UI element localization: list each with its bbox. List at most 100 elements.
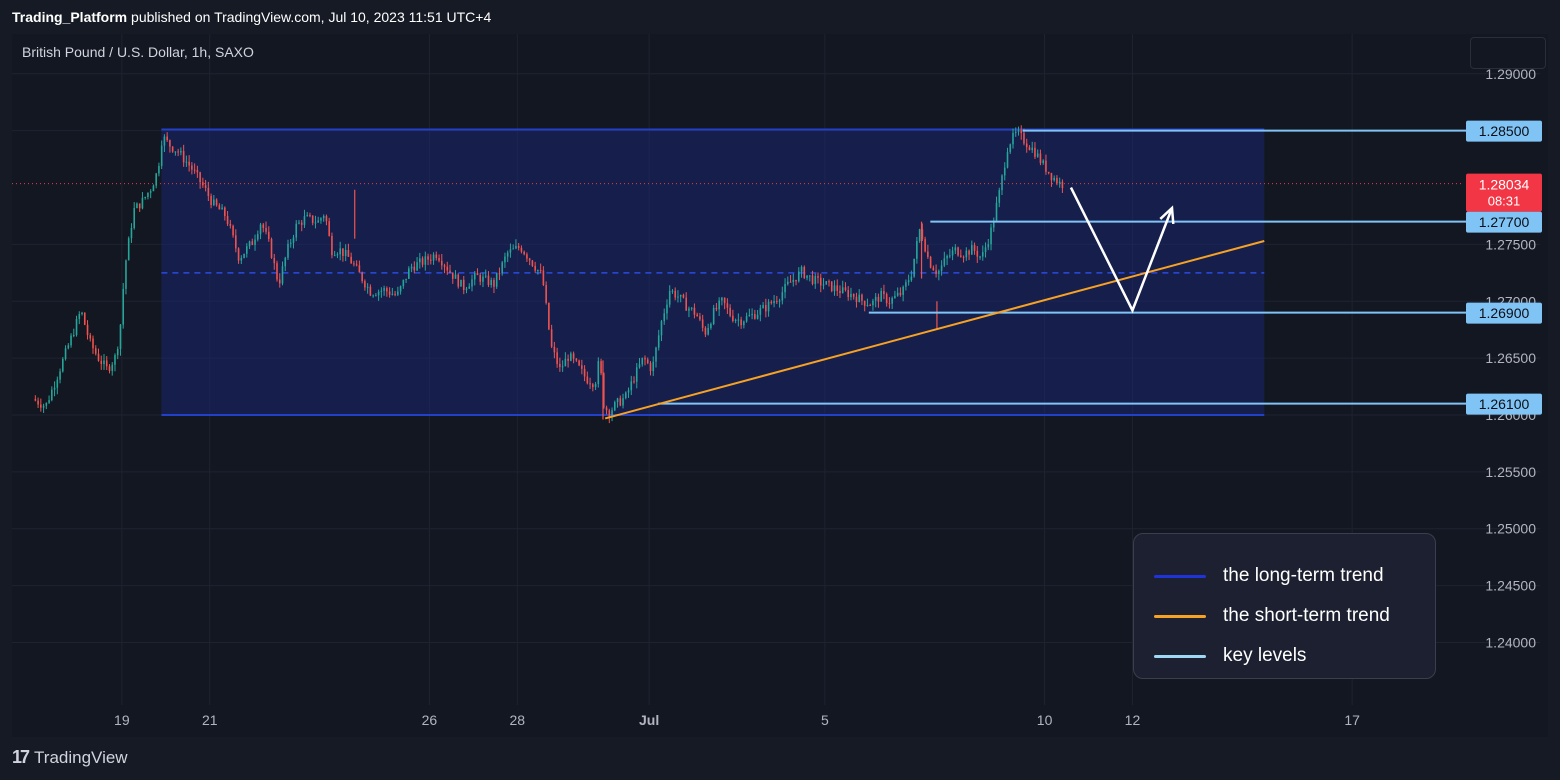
candle-body xyxy=(817,276,819,278)
candle-body xyxy=(289,242,292,244)
candle-body xyxy=(67,345,70,349)
candle-body xyxy=(916,241,918,259)
candle-body xyxy=(751,314,753,316)
candle-body xyxy=(342,248,344,256)
candle-body xyxy=(78,313,81,319)
candle-body xyxy=(946,256,948,259)
candle-body xyxy=(957,247,959,256)
candle-body xyxy=(380,290,383,292)
candle-body xyxy=(259,224,262,235)
candle-body xyxy=(778,300,781,302)
candle-body xyxy=(410,266,413,269)
candle-body xyxy=(454,274,457,279)
candle-body xyxy=(350,256,352,264)
candle-body xyxy=(388,291,391,295)
x-tick-label: 17 xyxy=(1344,712,1360,728)
candle-body xyxy=(992,220,995,228)
candle-body xyxy=(1014,131,1017,133)
candle-body xyxy=(226,216,229,224)
candle-body xyxy=(262,224,265,228)
candle-body xyxy=(358,265,361,273)
candle-body xyxy=(364,281,366,288)
x-tick-label: 28 xyxy=(510,712,526,728)
candle-body xyxy=(81,312,83,314)
candle-body xyxy=(427,256,429,260)
candle-body xyxy=(42,405,45,408)
candle-body xyxy=(553,346,556,353)
candle-body xyxy=(575,358,578,361)
candle-body xyxy=(803,266,806,278)
candle-body xyxy=(603,373,605,408)
time-axis: 19 21 26 28 Jul 5 10 12 17 xyxy=(114,712,1360,728)
candle-body xyxy=(311,215,314,223)
candle-body xyxy=(792,279,795,283)
candle-body xyxy=(962,256,965,258)
candle-body xyxy=(641,357,644,365)
key-level-tag xyxy=(1466,120,1542,142)
candle-body xyxy=(171,146,174,152)
candle-body xyxy=(765,305,767,312)
candle-body xyxy=(795,279,797,282)
publisher-name[interactable]: Trading_Platform xyxy=(12,9,128,25)
candle-body xyxy=(910,276,913,281)
candle-body xyxy=(484,275,487,277)
candle-body xyxy=(814,276,817,284)
candle-body xyxy=(295,223,298,238)
candle-body xyxy=(103,360,105,365)
candle-body xyxy=(413,266,416,271)
candle-body xyxy=(347,249,350,257)
candle-body xyxy=(721,297,723,301)
candle-body xyxy=(723,297,726,304)
candle-body xyxy=(149,191,152,193)
x-tick-label: 5 xyxy=(821,712,829,728)
candle-body xyxy=(902,286,904,295)
candle-body xyxy=(1050,173,1053,181)
candle-body xyxy=(550,329,553,347)
candle-body xyxy=(539,270,542,272)
candle-body xyxy=(479,275,482,282)
candle-body xyxy=(449,270,451,273)
candle-body xyxy=(833,285,836,292)
short-term-trend-line xyxy=(604,240,1265,420)
candle-body xyxy=(891,298,893,304)
short-trend-line xyxy=(604,240,1265,420)
candle-body xyxy=(155,173,157,186)
candle-body xyxy=(377,291,380,296)
candle-body xyxy=(559,363,561,367)
candle-body xyxy=(188,161,190,166)
candle-body xyxy=(806,275,808,278)
candle-body xyxy=(905,282,907,287)
candle-body xyxy=(896,292,899,296)
candle-body xyxy=(419,258,421,263)
candle-body xyxy=(668,290,671,305)
candle-body xyxy=(688,308,690,311)
candle-body xyxy=(762,305,764,309)
candle-body xyxy=(440,260,443,266)
candle-body xyxy=(743,321,745,326)
legend-label: the short-term trend xyxy=(1223,605,1390,626)
candle-body xyxy=(718,300,720,310)
candle-body xyxy=(696,314,698,317)
candle-body xyxy=(1045,160,1047,172)
candle-body xyxy=(773,301,775,304)
candle-body xyxy=(221,207,223,210)
candle-body xyxy=(138,203,141,209)
candle-body xyxy=(191,165,193,170)
candle-body xyxy=(160,145,163,166)
x-tick-label: 26 xyxy=(422,712,438,728)
candle-body xyxy=(737,319,740,321)
candle-body xyxy=(254,239,256,245)
candle-body xyxy=(781,292,784,301)
footer-brand[interactable]: 17 TradingView xyxy=(12,747,128,768)
candle-body xyxy=(328,221,330,236)
candle-body xyxy=(981,252,984,257)
candle-body xyxy=(62,358,64,372)
candle-body xyxy=(800,266,803,272)
candle-body xyxy=(34,399,37,401)
candle-body xyxy=(256,234,259,240)
candle-body xyxy=(501,262,503,274)
candle-body xyxy=(844,287,847,291)
top-right-box[interactable] xyxy=(1470,37,1546,69)
candle-body xyxy=(292,237,295,243)
